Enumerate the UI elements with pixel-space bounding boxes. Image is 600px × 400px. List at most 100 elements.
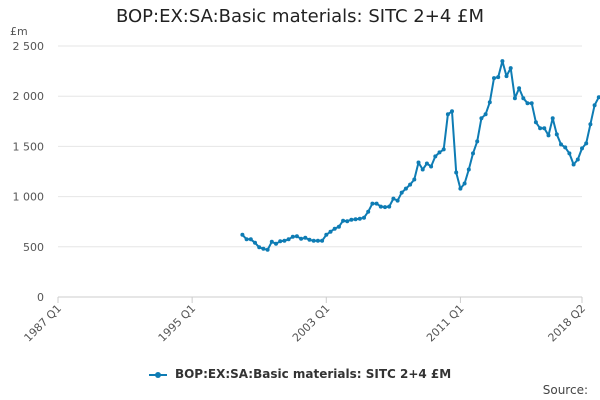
data-point <box>450 109 454 114</box>
legend-series-marker-icon <box>148 370 167 380</box>
y-tick-label: 1 000 <box>13 191 45 204</box>
data-point <box>529 101 534 106</box>
chart-title: BOP:EX:SA:Basic materials: SITC 2+4 £M <box>115 6 485 27</box>
data-point <box>269 239 274 244</box>
y-tick-label: 500 <box>23 241 44 254</box>
data-point <box>261 246 266 251</box>
data-point <box>328 229 333 234</box>
y-axis-unit-label: £m <box>10 25 28 38</box>
data-point <box>445 112 450 117</box>
data-point <box>433 154 438 159</box>
data-point <box>596 95 600 100</box>
data-point <box>399 190 404 195</box>
data-point <box>471 151 475 156</box>
legend[interactable]: BOP:EX:SA:Basic materials: SITC 2+4 £M <box>0 367 600 381</box>
data-point <box>512 96 517 101</box>
data-point <box>278 239 283 244</box>
data-point <box>391 196 396 201</box>
data-point <box>479 116 484 121</box>
data-point <box>424 161 429 166</box>
data-point <box>492 76 496 81</box>
data-point <box>416 160 421 165</box>
data-point <box>240 232 245 237</box>
data-point <box>403 186 408 191</box>
data-point <box>554 132 559 137</box>
data-point <box>500 59 505 64</box>
x-tick-label: 2011 Q1 <box>424 302 467 345</box>
data-point <box>559 142 563 147</box>
data-point <box>538 126 543 131</box>
data-point <box>257 245 262 250</box>
series-layer <box>240 59 600 252</box>
data-point <box>508 66 513 71</box>
data-point <box>588 122 593 127</box>
data-point <box>533 120 538 125</box>
y-tick-label: 1 500 <box>13 140 45 153</box>
data-point <box>525 101 530 106</box>
data-point <box>290 234 295 239</box>
x-tick-label: 1995 Q1 <box>156 302 199 345</box>
data-point <box>370 201 375 206</box>
data-point <box>362 215 366 220</box>
data-point <box>592 103 597 108</box>
series-line <box>241 60 600 251</box>
data-point <box>303 235 308 240</box>
data-point <box>458 186 463 191</box>
x-tick-label: 2003 Q1 <box>290 302 333 345</box>
x-axis <box>57 296 583 303</box>
data-point <box>563 145 568 150</box>
data-point <box>487 100 492 105</box>
data-point <box>580 146 584 151</box>
data-point <box>517 86 522 91</box>
data-point <box>584 141 589 146</box>
data-point <box>345 219 350 224</box>
data-point <box>420 167 425 172</box>
data-point <box>315 238 320 243</box>
data-point <box>282 238 287 243</box>
data-point <box>412 177 417 182</box>
data-point <box>286 237 291 242</box>
gridlines <box>58 45 582 248</box>
data-point <box>311 238 316 243</box>
data-point <box>366 209 371 214</box>
y-axis-tick-labels: 0 500 1 000 1 500 2 000 2 500 <box>13 40 45 304</box>
data-point <box>378 204 383 209</box>
data-point <box>349 217 354 222</box>
data-point <box>265 247 270 252</box>
legend-series-label: BOP:EX:SA:Basic materials: SITC 2+4 £M <box>174 367 452 381</box>
data-point <box>429 164 434 169</box>
data-point <box>341 218 346 223</box>
data-point <box>248 237 253 242</box>
data-point <box>441 147 446 152</box>
data-point <box>274 241 278 246</box>
data-point <box>336 224 341 229</box>
data-point <box>567 151 572 156</box>
data-point <box>332 226 337 231</box>
data-point <box>253 240 257 245</box>
data-point <box>353 217 358 222</box>
data-point <box>454 170 459 175</box>
data-point <box>483 112 488 117</box>
data-point <box>504 74 509 79</box>
data-point <box>395 198 400 203</box>
data-point <box>475 139 480 144</box>
data-point <box>466 167 471 172</box>
data-point <box>521 96 526 101</box>
y-tick-label: 0 <box>37 291 44 304</box>
data-point <box>294 234 299 239</box>
source-label: Source: <box>542 383 588 397</box>
data-point <box>546 133 551 138</box>
data-point <box>437 150 442 155</box>
y-tick-label: 2 000 <box>13 90 45 103</box>
data-point <box>550 116 555 121</box>
y-tick-label: 2 500 <box>13 40 45 53</box>
data-point <box>307 237 312 242</box>
data-point <box>571 162 576 167</box>
data-point <box>462 181 467 186</box>
data-point <box>408 182 413 187</box>
data-point <box>299 236 304 241</box>
x-tick-label: 2018 Q2 <box>546 302 589 345</box>
data-point <box>374 201 379 206</box>
data-point <box>320 238 325 243</box>
x-tick-label: 1987 Q1 <box>22 302 65 345</box>
